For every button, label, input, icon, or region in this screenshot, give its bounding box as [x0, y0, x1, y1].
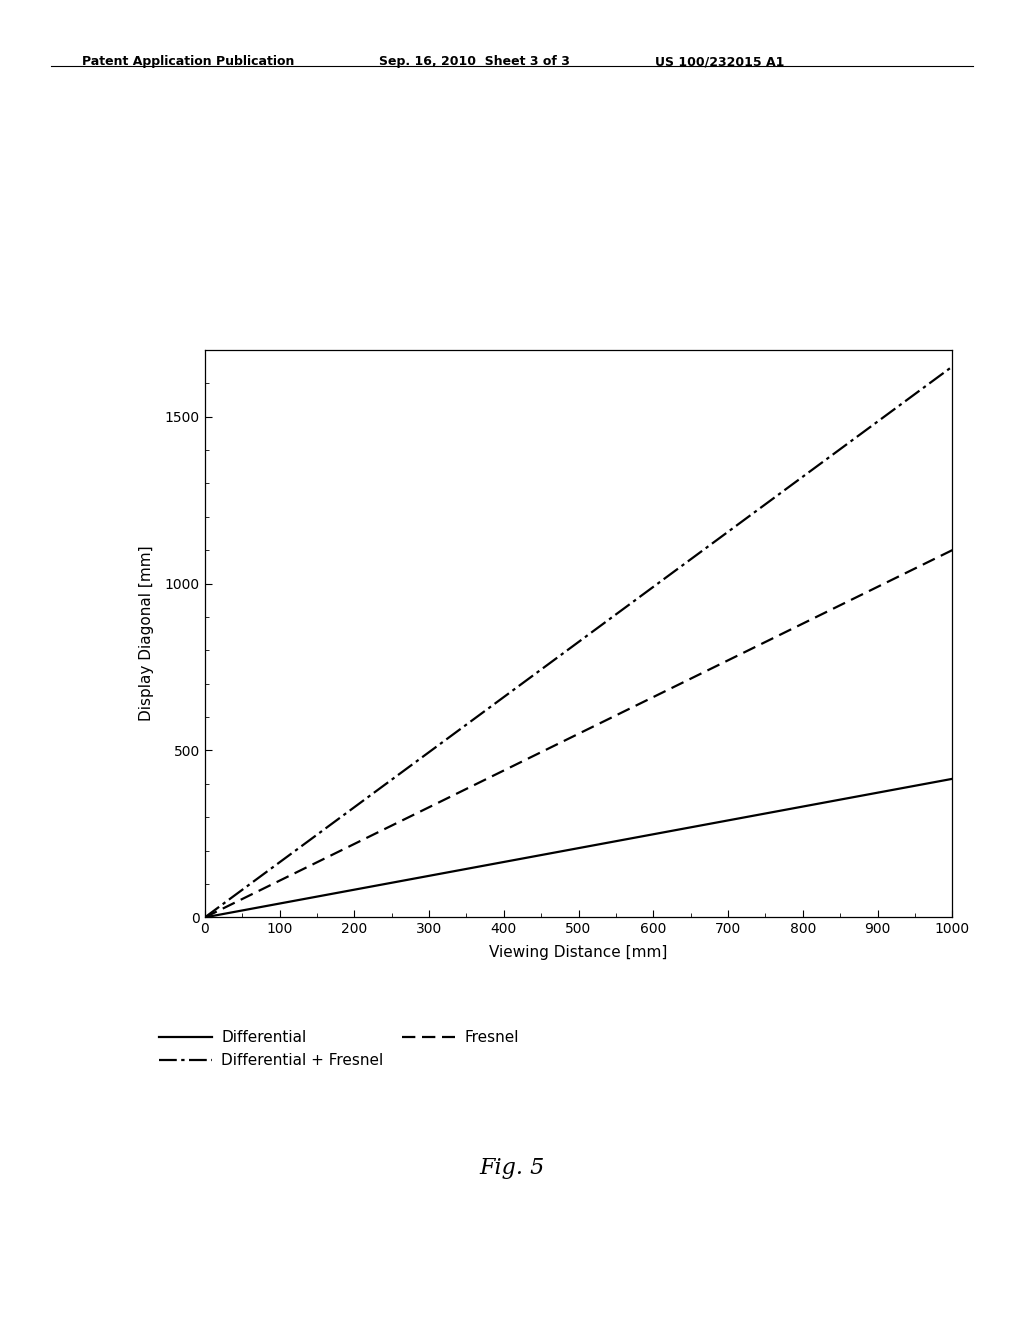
- X-axis label: Viewing Distance [mm]: Viewing Distance [mm]: [489, 945, 668, 960]
- Text: Patent Application Publication: Patent Application Publication: [82, 55, 294, 69]
- Text: Fig. 5: Fig. 5: [479, 1158, 545, 1179]
- Y-axis label: Display Diagonal [mm]: Display Diagonal [mm]: [138, 545, 154, 722]
- Text: Sep. 16, 2010  Sheet 3 of 3: Sep. 16, 2010 Sheet 3 of 3: [379, 55, 569, 69]
- Text: US 100/232015 A1: US 100/232015 A1: [655, 55, 784, 69]
- Legend: Differential, Differential + Fresnel, Fresnel: Differential, Differential + Fresnel, Fr…: [153, 1024, 525, 1074]
